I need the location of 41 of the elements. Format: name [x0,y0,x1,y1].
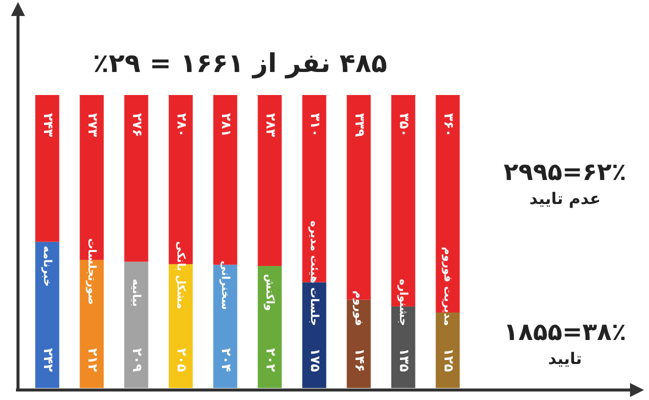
x-tick-label: سخنرانی [218,260,232,310]
text: ۳۸٪=۱۸۵۵ تایید [504,318,626,368]
bar [124,95,148,262]
x-tick-label: صورتجلسات [85,238,98,305]
text: ۶۲٪=۲۹۹۵ عدم تایید [504,158,626,208]
data-label: ۱۳۵ [396,348,411,372]
data-label: ۲۰۵ [173,348,188,372]
data-label: ۱۷۵ [306,348,322,372]
data-label: ۲۴۲ [40,348,55,372]
bar [258,266,282,388]
data-label: ۲۸۳ [262,113,278,137]
x-tick-label: مدیریت فوروم [441,246,454,326]
bar [35,242,60,388]
x-tick-label: فوروم [352,290,366,326]
data-label: ۲۰۴ [218,348,233,372]
data-label: ۲۸۱ [218,113,233,137]
data-label: ۱۲۵ [440,348,456,372]
data-label: ۳۱۰ [306,113,322,137]
x-tick-label: جلسات هیئت مدیره [308,220,321,326]
bar [302,95,326,282]
x-tick-label: خبرنامه [40,246,54,287]
x-tick-label: بیانیه [130,278,143,307]
data-label: ۳۳۹ [351,113,366,137]
data-label: ۲۱۲ [84,348,100,372]
data-label: ۲۰۲ [262,348,278,372]
chart-title: ۴۸۵ نفر از ۱۶۶۱ = ۲۹٪ [92,49,388,79]
x-tick-label: واکنش [263,274,276,312]
data-label: ۲۸۰ [173,113,188,137]
data-label: ۳۶۰ [440,113,456,137]
bar [35,95,60,242]
bar [302,282,326,388]
data-label: ۱۴۶ [351,348,366,372]
data-label: ۲۴۳ [40,113,55,137]
data-label: ۳۵۰ [396,113,411,137]
bar [258,95,282,266]
x-tick-label: جشنواره [396,278,410,326]
data-label: ۲۰۹ [128,348,144,372]
data-label: ۲۷۶ [128,113,144,137]
bar [124,262,148,388]
data-label: ۲۷۳ [84,113,100,137]
x-tick-label: مشکل بانکی [174,241,188,310]
